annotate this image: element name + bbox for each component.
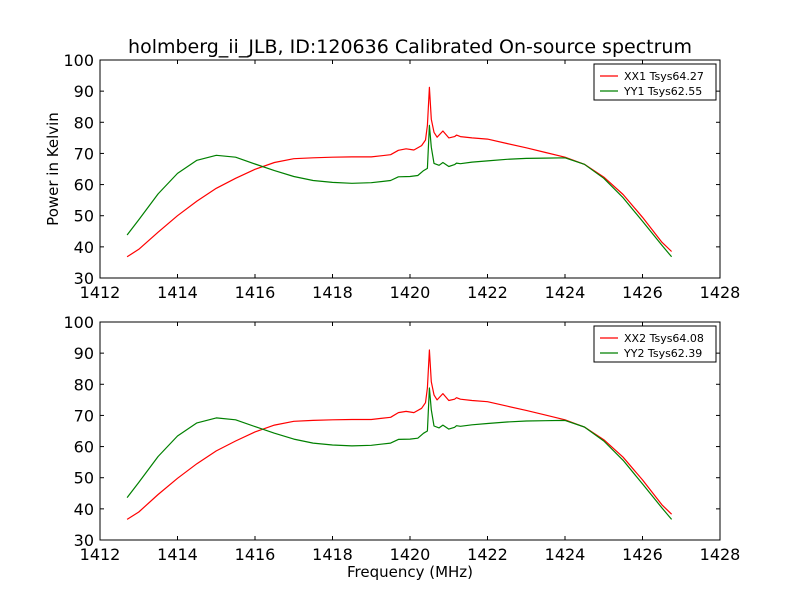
x-tick-label: 1416 (235, 283, 276, 302)
x-tick-label: 1412 (80, 283, 121, 302)
panels: 1412 1414 1416 1418 1420 1422 1424 1426 1428 30 40… (44, 51, 740, 564)
y-tick-label: 30 (74, 269, 94, 288)
x-tick-label: 1418 (312, 283, 353, 302)
series-line-xx2 (126, 349, 673, 520)
legend-entry: XX2 Tsys64.08 (624, 332, 704, 345)
y-tick-label: 60 (74, 438, 94, 457)
y-tick-label: 50 (74, 469, 94, 488)
chart-title: holmberg_ii_JLB, ID:120636 Calibrated On… (128, 36, 692, 58)
x-tick-label: 1414 (157, 545, 198, 564)
x-tick-label: 1420 (390, 283, 431, 302)
x-tick-label: 1428 (700, 545, 741, 564)
y-tick-label: 30 (74, 531, 94, 550)
legend-entry: YY2 Tsys62.39 (623, 347, 702, 360)
legend-entry: XX1 Tsys64.27 (624, 70, 704, 83)
y-tick-label: 60 (74, 176, 94, 195)
plot-panel-2: 1412 1414 1416 1418 1420 1422 1424 1426 1428 30 40… (63, 313, 740, 564)
y-axis-label: Power in Kelvin (44, 112, 62, 226)
y-tick-label: 50 (74, 207, 94, 226)
x-tick-label: 1412 (80, 545, 121, 564)
x-tick-label: 1418 (312, 545, 353, 564)
x-tick-label: 1424 (545, 545, 586, 564)
series-line-yy1 (126, 124, 673, 258)
x-tick-label: 1416 (235, 545, 276, 564)
x-tick-label: 1424 (545, 283, 586, 302)
legend-box (593, 63, 717, 101)
x-tick-label: 1428 (700, 283, 741, 302)
y-tick-label: 70 (74, 406, 94, 425)
x-axis-label: Frequency (MHz) (347, 563, 473, 581)
y-tick-label: 90 (74, 344, 94, 363)
x-tick-label: 1426 (622, 283, 663, 302)
y-tick-label: 100 (63, 51, 94, 70)
plot-panel-1: 1412 1414 1416 1418 1420 1422 1424 1426 1428 30 40… (44, 51, 740, 302)
x-tick-label: 1414 (157, 283, 198, 302)
y-tick-label: 40 (74, 238, 94, 257)
x-tick-label: 1426 (622, 545, 663, 564)
y-tick-label: 90 (74, 82, 94, 101)
legend-box (593, 325, 717, 363)
x-tick-label: 1420 (390, 545, 431, 564)
x-tick-label: 1422 (467, 283, 508, 302)
x-tick-label: 1422 (467, 545, 508, 564)
y-tick-label: 80 (74, 113, 94, 132)
legend-entry: YY1 Tsys62.55 (623, 85, 702, 98)
series-line-xx1 (126, 86, 673, 258)
y-tick-label: 40 (74, 500, 94, 519)
y-tick-label: 70 (74, 144, 94, 163)
y-tick-label: 80 (74, 375, 94, 394)
series-line-yy2 (126, 387, 673, 520)
y-tick-label: 100 (63, 313, 94, 332)
